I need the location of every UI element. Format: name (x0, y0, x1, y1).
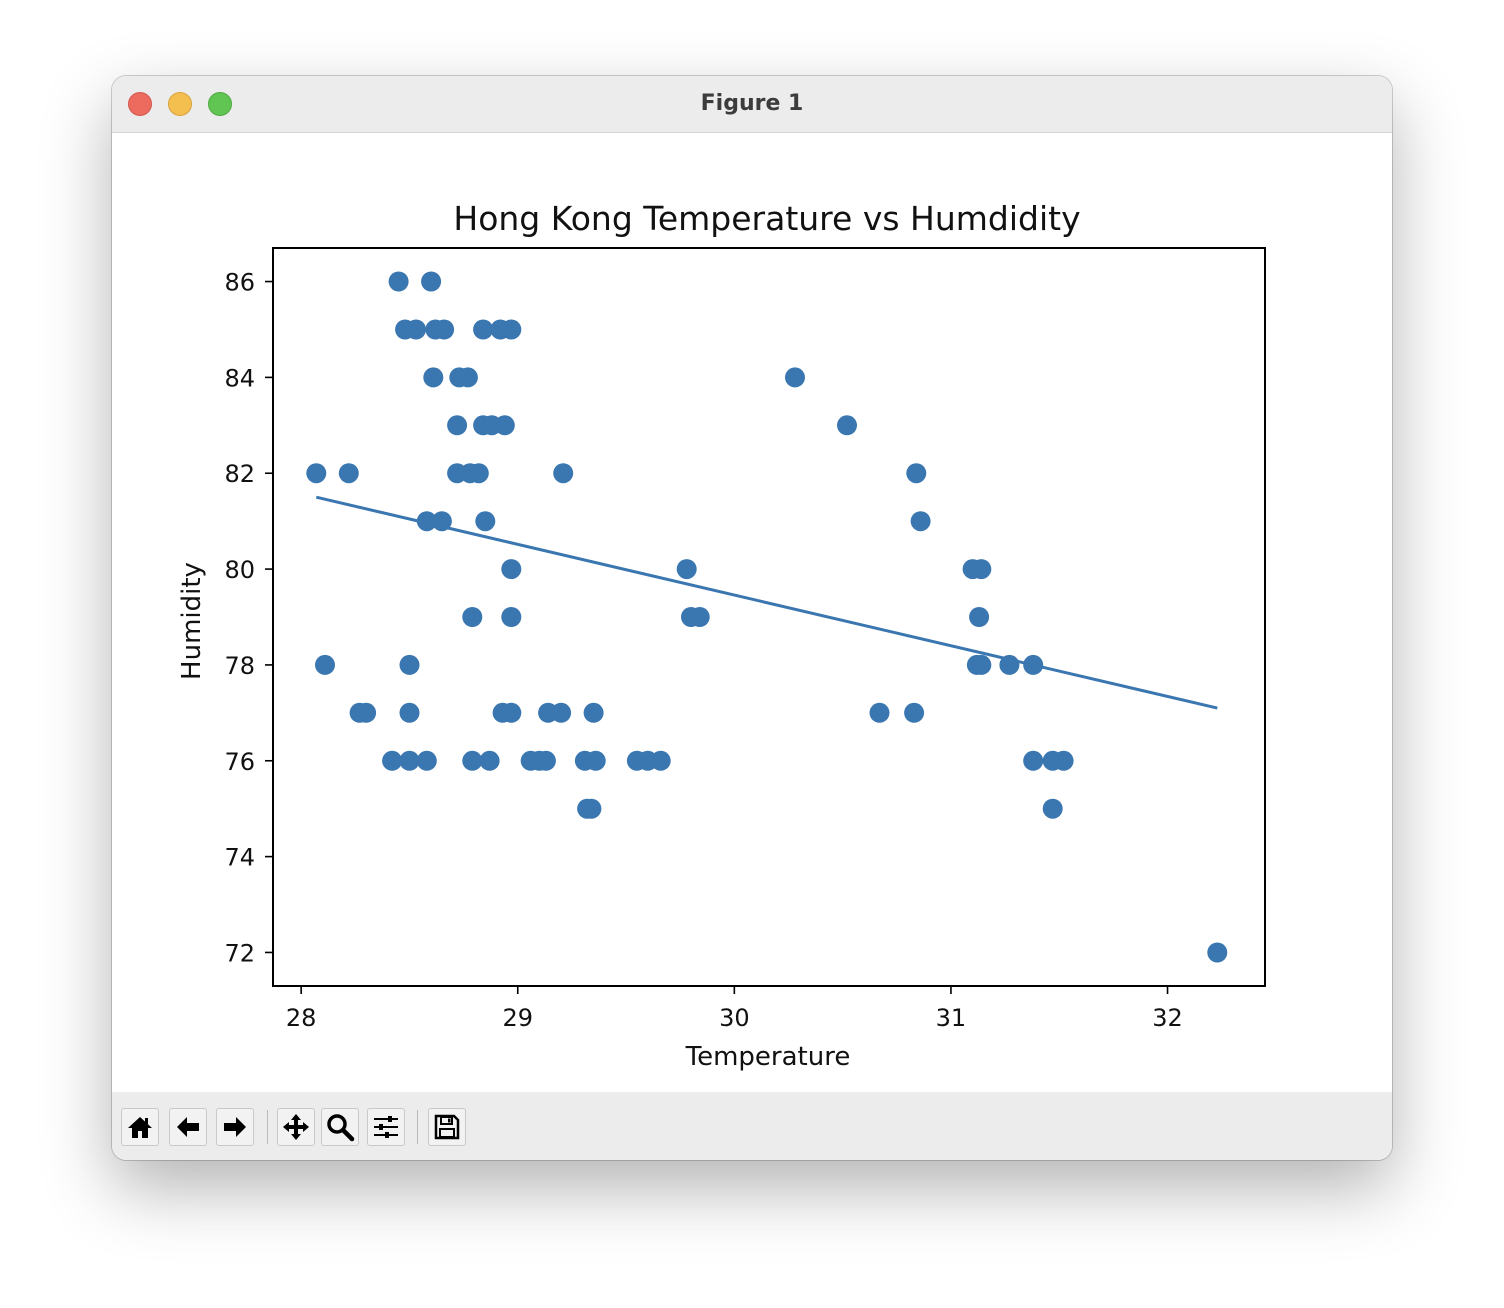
zoom-window-button[interactable] (208, 92, 232, 116)
data-point (306, 463, 327, 484)
title-bar: Figure 1 (112, 76, 1392, 133)
minimize-window-button[interactable] (168, 92, 192, 116)
data-point (462, 750, 483, 771)
data-point (650, 750, 671, 771)
magnifier-icon (327, 1114, 355, 1142)
data-point (473, 319, 494, 340)
sliders-icon (374, 1116, 398, 1138)
chart-title: Hong Kong Temperature vs Humdidity (453, 199, 1080, 238)
data-point (553, 463, 574, 484)
navigation-toolbar (112, 1092, 1392, 1160)
x-tick-label: 31 (936, 1004, 967, 1032)
data-point (462, 607, 483, 627)
data-point (906, 463, 927, 484)
x-axis-label: Temperature (685, 1042, 851, 1072)
plot-marks (306, 271, 1228, 963)
figure-window: Figure 1 Hong Kong Temperature vs Humdid… (112, 76, 1392, 1160)
data-point (501, 559, 522, 580)
data-point (581, 798, 602, 819)
data-point (501, 702, 522, 723)
data-point (468, 463, 489, 484)
home-button[interactable] (121, 1108, 159, 1146)
data-point (869, 702, 890, 723)
data-point (416, 750, 437, 771)
data-point (501, 319, 522, 340)
data-point (904, 702, 925, 723)
data-point (356, 702, 377, 723)
data-point (475, 511, 496, 532)
data-point (1023, 750, 1044, 771)
data-point (494, 415, 515, 436)
data-point (479, 750, 500, 771)
data-point (406, 319, 426, 340)
y-axis-label: Humidity (177, 562, 207, 680)
configure-subplots-button[interactable] (367, 1108, 405, 1146)
floppy-disk-icon (434, 1114, 460, 1140)
data-point (969, 607, 990, 627)
data-point (837, 415, 857, 436)
y-tick-label: 82 (224, 460, 255, 488)
save-button[interactable] (428, 1108, 466, 1146)
axis-ticks: 28 29 30 31 32 72 74 76 78 80 82 84 86 (224, 269, 1182, 1032)
data-point (416, 511, 437, 532)
home-icon (128, 1117, 152, 1138)
figure-canvas[interactable]: Hong Kong Temperature vs Humdidity Tempe… (112, 133, 1392, 1091)
data-point (585, 750, 606, 771)
x-tick-label: 29 (502, 1004, 533, 1032)
y-tick-label: 84 (224, 364, 255, 392)
data-point (399, 702, 420, 723)
y-tick-label: 74 (224, 844, 255, 872)
pan-button[interactable] (277, 1108, 315, 1146)
data-point (971, 559, 992, 580)
arrow-right-icon (224, 1117, 246, 1137)
plot-frame (272, 247, 1266, 987)
y-tick-label: 72 (224, 939, 255, 967)
toolbar-separator (417, 1110, 418, 1144)
data-point (399, 654, 420, 675)
x-tick-label: 28 (286, 1004, 317, 1032)
data-point (971, 654, 992, 675)
data-point (399, 750, 420, 771)
data-point (785, 367, 805, 388)
y-tick-label: 76 (224, 748, 255, 776)
x-tick-label: 32 (1152, 1004, 1183, 1032)
data-point (382, 750, 403, 771)
data-point (583, 702, 604, 723)
window-title: Figure 1 (700, 91, 804, 116)
data-point (434, 319, 455, 340)
y-tick-label: 86 (224, 269, 255, 297)
data-point (388, 271, 409, 292)
data-point (1042, 798, 1063, 819)
data-point (689, 607, 710, 627)
x-tick-label: 30 (719, 1004, 750, 1032)
data-point (551, 702, 572, 723)
data-point (423, 367, 444, 388)
zoom-button[interactable] (321, 1108, 359, 1146)
regression-line (315, 495, 1218, 710)
close-window-button[interactable] (128, 92, 152, 116)
data-point (457, 367, 478, 388)
forward-button[interactable] (216, 1108, 254, 1146)
data-point (315, 654, 335, 675)
data-point (421, 271, 442, 292)
y-tick-label: 80 (224, 556, 255, 584)
back-button[interactable] (169, 1108, 207, 1146)
y-tick-label: 78 (224, 652, 255, 680)
data-point (1207, 942, 1228, 963)
toolbar-separator (267, 1110, 268, 1144)
data-point (676, 559, 697, 580)
scatter-chart: Hong Kong Temperature vs Humdidity Tempe… (177, 199, 1266, 1072)
move-icon (283, 1114, 309, 1140)
data-point (501, 607, 522, 627)
data-point (338, 463, 359, 484)
data-point (447, 415, 468, 436)
arrow-left-icon (177, 1117, 199, 1137)
data-point (910, 511, 931, 532)
data-point (535, 750, 556, 771)
data-point (1053, 750, 1074, 771)
